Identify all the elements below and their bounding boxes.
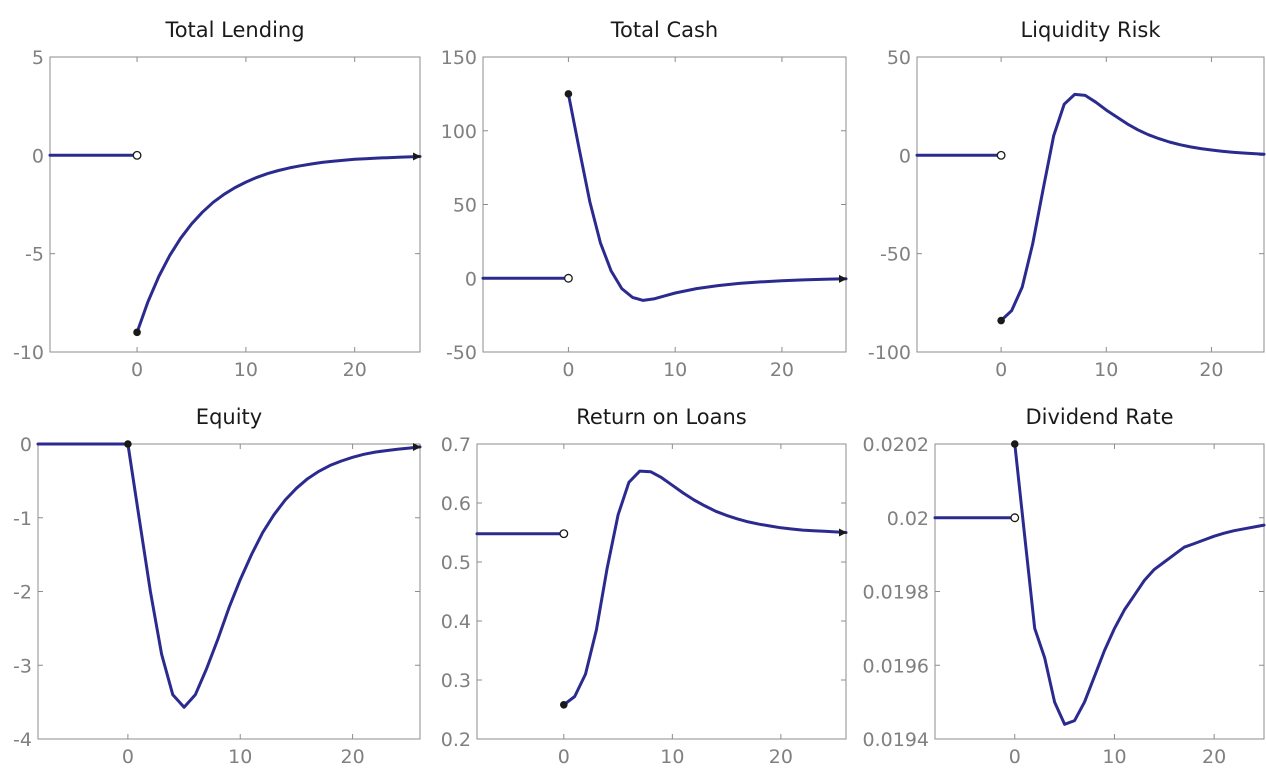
filled-marker xyxy=(560,700,568,709)
subplot-5: Return on Loans 0.2 0.3 0.4 0.5 0.6 0.7 0 10 20 xyxy=(441,405,848,768)
y-tick-label: 0 xyxy=(32,145,44,167)
filled-marker xyxy=(124,440,132,448)
arrow-head xyxy=(413,152,421,161)
plot-frame xyxy=(49,56,421,353)
subplot-title: Liquidity Risk xyxy=(1020,18,1161,42)
y-tick-label: 50 xyxy=(453,195,477,217)
y-tick-label: 0.2 xyxy=(441,729,471,751)
arrow-head xyxy=(413,442,421,451)
subplot-2: Total Cash -50 0 50 100 150 0 10 20 xyxy=(441,18,848,381)
x-tick-label: 20 xyxy=(769,746,793,768)
arrow-head xyxy=(839,274,847,283)
plot-frame xyxy=(482,56,847,353)
y-tick-label: 0.4 xyxy=(441,611,471,633)
y-tick-label: 0.3 xyxy=(441,670,471,692)
open-marker xyxy=(132,150,142,160)
y-tick-label: 0 xyxy=(465,268,477,290)
y-tick-label: -3 xyxy=(13,655,32,677)
series-line-response xyxy=(562,469,848,707)
plot-frame xyxy=(37,443,421,740)
x-tick-label: 20 xyxy=(1202,746,1226,768)
subplot-title: Equity xyxy=(196,405,262,429)
x-tick-label: 0 xyxy=(562,359,574,381)
y-tick-label: 0.02 xyxy=(887,508,929,530)
subplot-3: Liquidity Risk -100 -50 0 50 0 10 20 xyxy=(868,18,1266,381)
series-line-response xyxy=(135,155,422,334)
plot-frame xyxy=(476,443,847,740)
x-tick-label: 10 xyxy=(663,359,687,381)
y-tick-label: 150 xyxy=(441,47,477,69)
x-tick-label: 20 xyxy=(1199,359,1223,381)
y-tick-label: 0.0202 xyxy=(863,434,929,456)
y-tick-label: -10 xyxy=(13,342,44,364)
filled-marker xyxy=(133,328,141,337)
open-marker xyxy=(1010,513,1020,523)
plot-frame xyxy=(916,56,1265,353)
x-tick-label: 10 xyxy=(1094,359,1118,381)
x-tick-label: 0 xyxy=(131,359,143,381)
filled-marker xyxy=(997,316,1005,325)
y-tick-label: 0.0198 xyxy=(863,582,929,604)
y-tick-label: 0.7 xyxy=(441,434,471,456)
y-tick-label: 0 xyxy=(899,145,911,167)
subplot-title: Total Lending xyxy=(164,18,304,42)
y-tick-label: -1 xyxy=(13,508,32,530)
subplot-title: Total Cash xyxy=(610,18,719,42)
series-line-response xyxy=(999,92,1266,322)
x-tick-label: 10 xyxy=(234,359,258,381)
y-tick-label: 0.6 xyxy=(441,493,471,515)
y-tick-label: -5 xyxy=(25,244,44,266)
open-marker xyxy=(563,273,573,283)
series-line-response xyxy=(1013,442,1266,726)
arrow-head xyxy=(839,528,847,537)
x-tick-label: 10 xyxy=(660,746,684,768)
x-tick-label: 0 xyxy=(1009,746,1021,768)
x-tick-label: 20 xyxy=(343,359,367,381)
subplot-title: Return on Loans xyxy=(576,405,747,429)
y-tick-label: 0.0194 xyxy=(863,729,929,751)
series-line-response xyxy=(566,92,848,302)
x-tick-label: 0 xyxy=(995,359,1007,381)
filled-marker xyxy=(564,90,573,98)
y-tick-label: -2 xyxy=(13,582,32,604)
x-tick-label: 10 xyxy=(1102,746,1126,768)
x-tick-label: 0 xyxy=(558,746,570,768)
subplot-6: Dividend Rate 0.0194 0.0196 0.0198 0.02 0.020… xyxy=(863,405,1266,768)
y-tick-label: 50 xyxy=(887,47,911,69)
x-tick-label: 20 xyxy=(340,746,364,768)
y-tick-label: -50 xyxy=(446,342,477,364)
x-tick-label: 0 xyxy=(122,746,134,768)
subplot-4: Equity -4 -3 -2 -1 0 0 10 20 xyxy=(13,405,422,768)
x-tick-label: 20 xyxy=(770,359,794,381)
open-marker xyxy=(559,529,569,539)
y-tick-label: 0.0196 xyxy=(863,655,929,677)
y-tick-label: 5 xyxy=(32,47,44,69)
subplot-title: Dividend Rate xyxy=(1026,405,1174,429)
y-tick-label: 100 xyxy=(441,121,477,143)
plot-frame xyxy=(934,443,1265,740)
open-marker xyxy=(996,150,1006,160)
y-tick-label: -4 xyxy=(13,729,32,751)
series-line-response xyxy=(126,442,422,709)
y-tick-label: 0.5 xyxy=(441,552,471,574)
x-tick-label: 10 xyxy=(228,746,252,768)
y-tick-label: 0 xyxy=(20,434,32,456)
filled-marker xyxy=(1010,440,1019,448)
y-tick-label: -100 xyxy=(868,342,911,364)
y-tick-label: -50 xyxy=(880,244,911,266)
subplot-1: Total Lending -10 -5 0 5 0 10 20 xyxy=(13,18,422,381)
